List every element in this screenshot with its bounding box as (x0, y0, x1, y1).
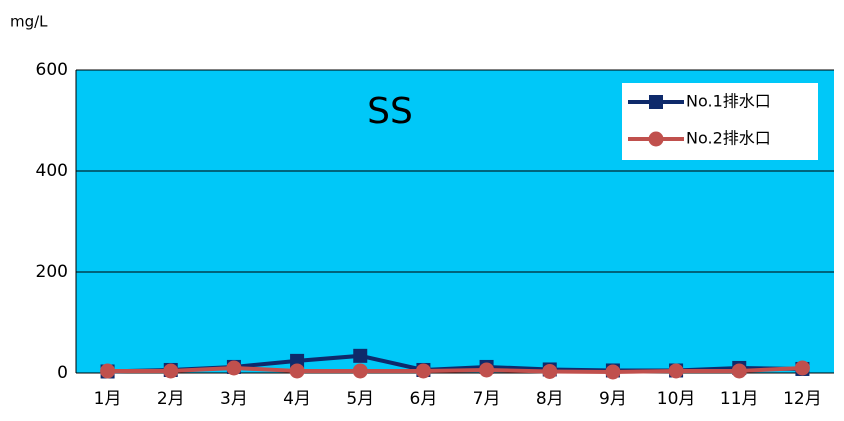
marker (100, 363, 116, 379)
marker (415, 363, 431, 379)
x-tick-label: 9月 (599, 389, 627, 409)
marker (542, 363, 558, 379)
y-tick-label: 400 (36, 161, 68, 181)
legend-marker (648, 131, 664, 147)
x-tick-label: 10月 (657, 389, 696, 409)
x-tick-label: 12月 (783, 389, 822, 409)
x-tick-label: 8月 (536, 389, 564, 409)
marker (668, 363, 684, 379)
marker (794, 360, 810, 376)
y-tick-label: 200 (36, 262, 68, 282)
marker (163, 363, 179, 379)
x-tick-label: 7月 (473, 389, 501, 409)
marker (226, 360, 242, 376)
marker (353, 348, 368, 363)
y-tick-label: 600 (36, 60, 68, 80)
marker (731, 363, 747, 379)
y-axis-label: mg/L (10, 13, 48, 31)
marker (479, 362, 495, 378)
marker (352, 363, 368, 379)
x-tick-label: 3月 (220, 389, 248, 409)
legend-label: No.1排水口 (686, 92, 771, 111)
x-tick-label: 5月 (346, 389, 374, 409)
line (107, 365, 803, 374)
legend-label: No.2排水口 (686, 129, 771, 148)
chart-title: SS (367, 91, 413, 132)
x-tick-label: 2月 (157, 389, 185, 409)
marker (605, 364, 621, 380)
y-tick-label: 0 (57, 363, 68, 383)
marker (289, 363, 305, 379)
x-tick-label: 6月 (410, 389, 438, 409)
x-tick-label: 11月 (720, 389, 759, 409)
x-tick-label: 1月 (94, 389, 122, 409)
x-tick-label: 4月 (283, 389, 311, 409)
legend-marker (649, 95, 663, 109)
